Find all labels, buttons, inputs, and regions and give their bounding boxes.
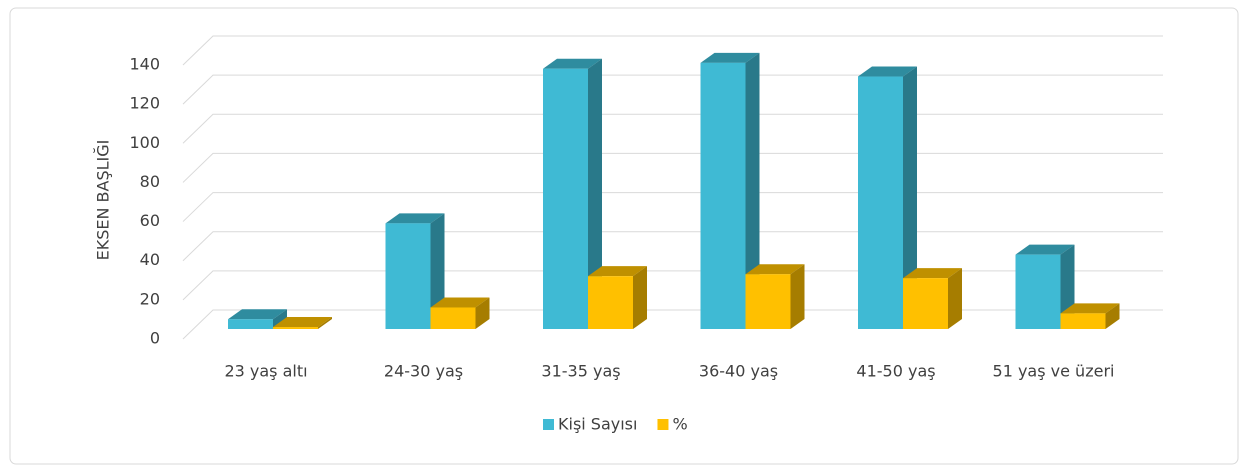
- y-tick-label: 120: [129, 94, 160, 113]
- bar: [430, 307, 476, 329]
- bar-top: [1060, 303, 1120, 314]
- bar-side: [903, 66, 917, 330]
- legend-label: Kişi Sayısı: [558, 415, 637, 434]
- bar-top: [543, 58, 602, 69]
- bar-top: [228, 309, 287, 320]
- bar: [543, 68, 588, 329]
- bar-top: [700, 52, 760, 63]
- bar-side: [475, 297, 490, 329]
- grid-line: [182, 113, 1163, 144]
- x-tick-label: 31-35 yaş: [541, 362, 620, 381]
- grid-line: [182, 152, 1163, 183]
- legend-swatch: [657, 419, 669, 430]
- bar-top: [273, 317, 332, 328]
- bar-side: [745, 52, 760, 329]
- bar-side: [948, 268, 962, 329]
- grid-line: [182, 270, 1163, 301]
- y-axis-title: EKSEN BAŞLIĞI: [94, 140, 113, 261]
- bar-side: [588, 58, 602, 329]
- bar-side: [273, 309, 287, 329]
- bar: [1060, 313, 1106, 329]
- bar: [228, 319, 273, 329]
- bar-top: [858, 66, 917, 77]
- bar-top: [385, 213, 445, 224]
- bar: [745, 274, 791, 329]
- bar: [588, 276, 633, 329]
- y-tick-label: 80: [140, 172, 160, 191]
- grid-line: [182, 74, 1163, 105]
- x-tick-label: 36-40 yaş: [699, 362, 778, 381]
- x-tick-label: 24-30 yaş: [384, 362, 463, 381]
- bar-side: [1105, 303, 1120, 329]
- y-tick-label: 140: [129, 55, 160, 74]
- bar: [858, 76, 903, 330]
- grid-line: [182, 309, 1163, 340]
- grid-line: [182, 192, 1163, 222]
- bar-side: [318, 317, 332, 329]
- bar-top: [588, 266, 647, 277]
- grid-line: [182, 231, 1163, 262]
- bar: [700, 62, 746, 329]
- grid-line: [182, 35, 1163, 66]
- bar: [1015, 254, 1061, 329]
- bar-top: [903, 268, 962, 279]
- bar: [903, 278, 948, 329]
- x-tick-label: 51 yaş ve üzeri: [993, 362, 1115, 381]
- y-tick-label: 40: [140, 250, 160, 269]
- y-tick-label: 60: [140, 211, 160, 230]
- bar-side: [790, 264, 805, 329]
- bar-top: [1015, 244, 1075, 255]
- y-tick-label: 20: [140, 289, 160, 308]
- bar-top: [745, 264, 805, 275]
- legend-swatch: [543, 419, 554, 430]
- bar-top: [430, 297, 490, 308]
- bar: [273, 327, 318, 329]
- bar-side: [633, 266, 647, 329]
- x-tick-label: 41-50 yaş: [856, 362, 935, 381]
- bar: [385, 223, 431, 329]
- y-tick-label: 0: [150, 329, 160, 348]
- chart-border: [9, 7, 1239, 465]
- x-tick-label: 23 yaş altı: [224, 362, 307, 381]
- y-tick-label: 100: [129, 133, 160, 152]
- legend-label: %: [672, 415, 687, 434]
